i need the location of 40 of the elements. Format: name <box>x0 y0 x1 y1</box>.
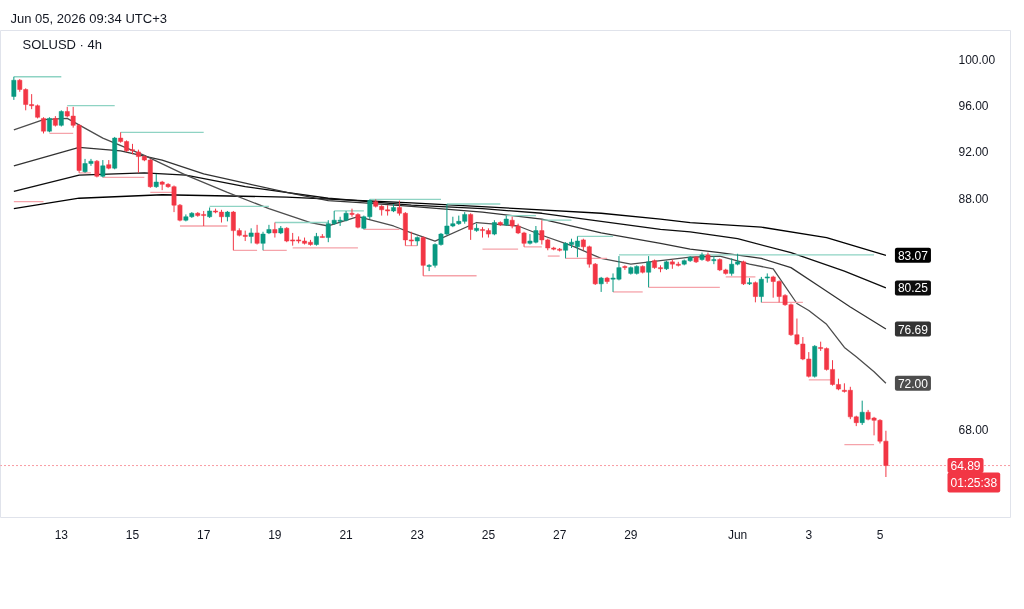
data-label: 72.00 <box>897 376 929 391</box>
y-tick-label: 96.00 <box>958 99 989 114</box>
candlestick <box>758 276 764 303</box>
y-tick-label: 68.00 <box>958 423 989 438</box>
x-tick-label: 21 <box>339 527 354 542</box>
ref-line-label: 64.89 <box>950 459 981 474</box>
line-series <box>13 172 887 289</box>
x-tick-label: 23 <box>410 527 425 542</box>
candlestick <box>11 76 17 101</box>
candlestick <box>741 260 746 286</box>
x-tick-label: 29 <box>624 527 638 542</box>
candlestick <box>248 227 254 244</box>
x-tick-label: 13 <box>54 527 69 542</box>
x-tick-label: 25 <box>481 527 496 542</box>
x-tick-label: 15 <box>125 527 140 542</box>
x-tick-label: 19 <box>268 527 282 542</box>
data-label: 76.69 <box>897 322 929 337</box>
line-series <box>13 194 887 256</box>
text: Jun 05, 2026 09:34 UTC+3 <box>10 10 167 26</box>
candlestick <box>254 224 260 245</box>
x-tick-label: 5 <box>876 527 884 542</box>
x-tick-label: Jun <box>727 527 748 542</box>
data-label: 80.25 <box>897 281 929 296</box>
x-tick-label: 3 <box>805 527 813 542</box>
x-tick-label: 17 <box>197 527 211 542</box>
y-tick-label: 88.00 <box>958 191 989 206</box>
candlestick <box>260 231 266 251</box>
x-tick-label: 27 <box>552 527 567 542</box>
data-label: 83.07 <box>897 248 929 263</box>
annotation: 01:25:38 <box>950 475 998 490</box>
y-tick-label: 92.00 <box>958 145 989 160</box>
candlestick <box>272 222 278 239</box>
candlestick <box>711 255 717 265</box>
y-tick-label: 100.00 <box>958 52 996 67</box>
line-series <box>13 146 887 330</box>
candlestick <box>622 264 628 271</box>
candlestick <box>646 255 652 288</box>
candlestick <box>468 212 474 241</box>
candlestick <box>859 400 865 426</box>
text: SOLUSD · 4h <box>22 37 102 52</box>
